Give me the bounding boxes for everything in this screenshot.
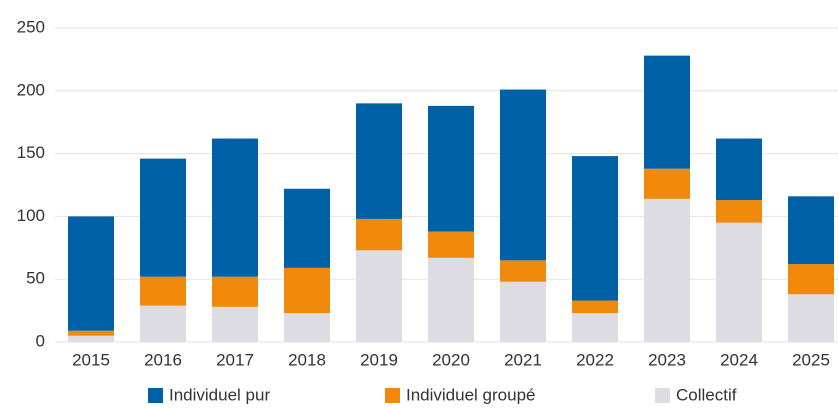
x-tick-label: 2017 [216,350,254,369]
bar-segment [716,138,762,201]
bar-segment [212,306,258,342]
x-tick-label: 2020 [432,350,470,369]
bar-segment [572,156,618,301]
bar-segment [716,200,762,223]
bar-segment [284,267,330,314]
bar-segment [428,257,474,342]
bar-segment [788,264,834,295]
bar-segment [428,231,474,258]
bar-segment [500,89,546,261]
bar-segment [212,276,258,307]
bar-segment [644,168,690,199]
bar-segment [644,198,690,342]
bar-segment [140,305,186,342]
legend-label: Collectif [676,385,737,404]
legend-swatch [148,388,163,403]
legend-swatch [385,388,400,403]
x-tick-label: 2023 [648,350,686,369]
y-tick-label: 250 [17,17,45,36]
bar-segment [284,313,330,342]
x-tick-label: 2025 [792,350,830,369]
bar-segment [572,300,618,314]
x-tick-label: 2016 [144,350,182,369]
x-tick-label: 2019 [360,350,398,369]
bar-segment [68,216,114,331]
bar-segment [644,55,690,169]
bar-segment [716,222,762,342]
bar-segment [212,138,258,277]
bar-segment [788,294,834,342]
bar-segment [356,103,402,219]
bar-segment [140,276,186,306]
bar-segment [788,196,834,265]
bar-segment [68,330,114,336]
x-tick-label: 2024 [720,350,758,369]
y-tick-label: 100 [17,206,45,225]
bar-segment [428,105,474,232]
x-tick-label: 2022 [576,350,614,369]
y-tick-label: 0 [36,331,45,350]
legend-swatch [655,388,670,403]
bar-segment [572,313,618,342]
bar-segment [68,335,114,342]
bar-segment [140,158,186,277]
bar-segment [356,218,402,251]
y-tick-label: 50 [26,269,45,288]
legend-label: Individuel groupé [406,385,535,404]
x-tick-label: 2021 [504,350,542,369]
y-tick-label: 200 [17,80,45,99]
bar-segment [500,260,546,282]
bar-segment [500,281,546,342]
x-tick-label: 2018 [288,350,326,369]
legend-label: Individuel pur [169,385,270,404]
x-tick-label: 2015 [72,350,110,369]
bar-segment [356,250,402,342]
bar-segment [284,188,330,268]
y-tick-label: 150 [17,143,45,162]
